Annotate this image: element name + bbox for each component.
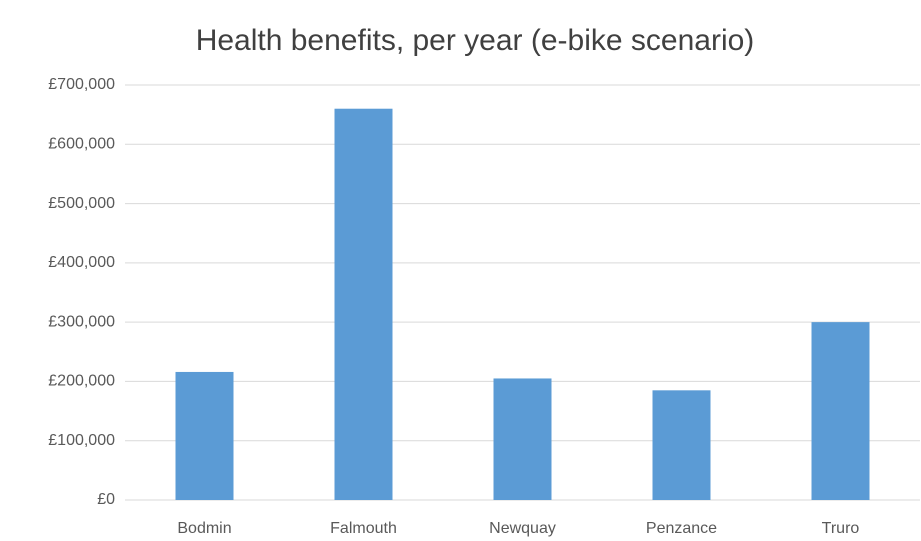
bar — [652, 390, 711, 500]
bar — [175, 371, 234, 500]
y-tick-label: £100,000 — [48, 432, 115, 449]
y-tick-label: £500,000 — [48, 195, 115, 212]
y-tick-label: £600,000 — [48, 136, 115, 153]
y-tick-label: £200,000 — [48, 373, 115, 390]
y-tick-label: £400,000 — [48, 254, 115, 271]
bar — [811, 322, 870, 500]
bar — [493, 378, 552, 500]
y-tick-label: £700,000 — [48, 76, 115, 93]
x-tick-label: Bodmin — [177, 520, 231, 537]
x-tick-label: Penzance — [646, 520, 717, 537]
x-tick-label: Falmouth — [330, 520, 397, 537]
x-tick-label: Truro — [822, 520, 860, 537]
y-tick-label: £300,000 — [48, 313, 115, 330]
x-tick-label: Newquay — [489, 520, 556, 537]
y-tick-label: £0 — [97, 491, 115, 508]
bar — [334, 108, 393, 500]
chart-title: Health benefits, per year (e-bike scenar… — [196, 24, 755, 57]
